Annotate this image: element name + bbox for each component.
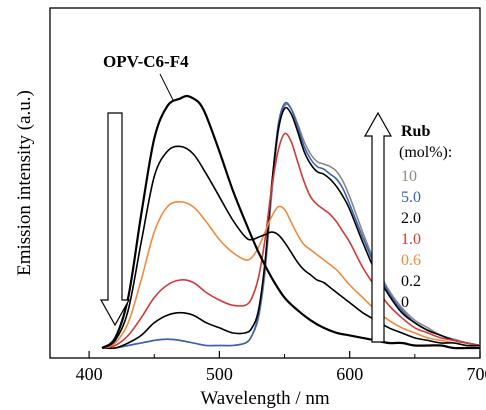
legend-entry: 10 — [401, 168, 417, 185]
annotation-pointer — [159, 73, 174, 101]
x-tick-label: 700 — [467, 364, 486, 384]
series-line-5 — [101, 201, 481, 349]
legend-unit: (mol%): — [399, 144, 452, 161]
legend-entry: 2.0 — [401, 210, 421, 227]
series-line-4 — [101, 132, 481, 349]
legend: 10 5.0 2.0 1.0 0.6 0.2 0 — [401, 168, 421, 311]
x-axis-title: Wavelength / nm — [200, 388, 330, 409]
legend-entry: 0 — [401, 294, 409, 311]
series-line-2 — [102, 101, 481, 349]
legend-entry: 5.0 — [401, 189, 421, 206]
legend-entry: 0.6 — [401, 252, 421, 269]
x-tick-label: 600 — [336, 364, 363, 384]
arrow-up-icon — [363, 111, 393, 343]
x-axis-ticks: 400 500 600 700 — [76, 351, 486, 384]
series-line-6 — [101, 145, 481, 349]
plot-frame — [49, 7, 481, 359]
x-tick-label: 500 — [206, 364, 233, 384]
legend-entry: 1.0 — [401, 231, 421, 248]
series-line-7 — [101, 94, 480, 350]
series-line-3 — [102, 106, 481, 350]
series-lines — [101, 94, 481, 350]
y-axis-title: Emission intensity (a.u.) — [14, 90, 35, 276]
compound-annotation: OPV-C6-F4 — [103, 52, 189, 71]
x-tick-label: 400 — [76, 364, 103, 384]
arrow-down-icon — [99, 112, 131, 327]
legend-title: Rub — [401, 123, 430, 140]
legend-entry: 0.2 — [401, 273, 421, 290]
